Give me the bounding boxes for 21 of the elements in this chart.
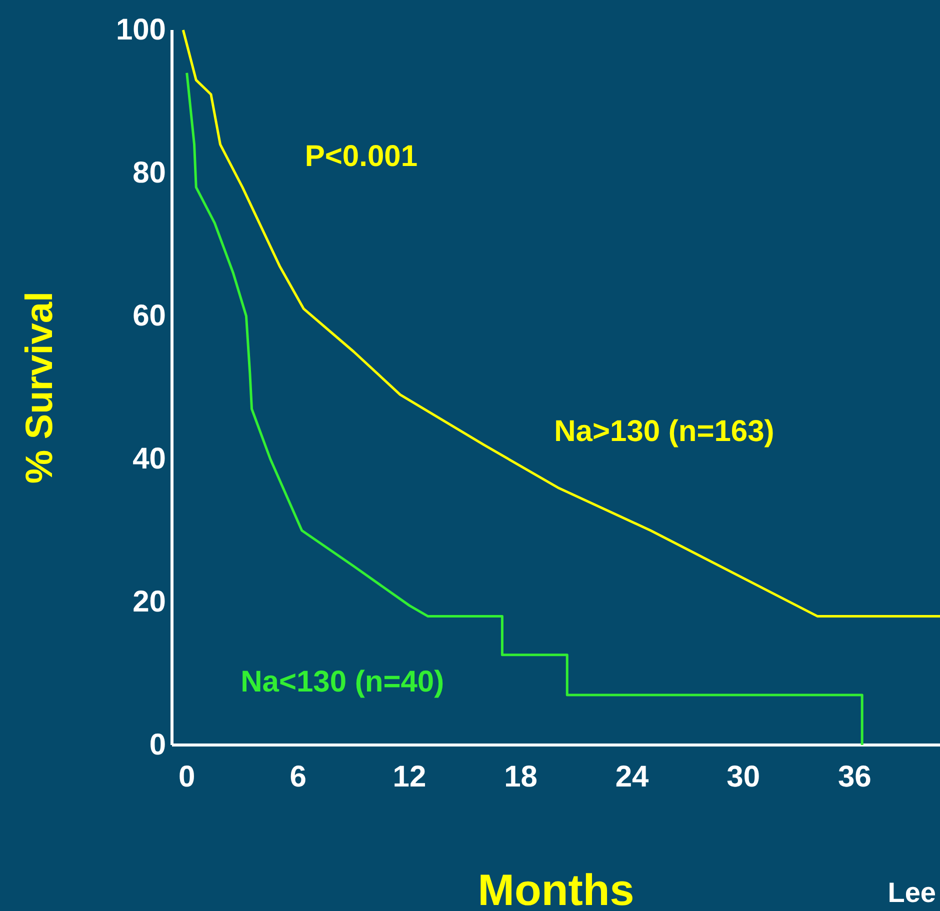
x-tick-label: 18 bbox=[504, 760, 538, 794]
x-axis-title: Months bbox=[478, 866, 634, 911]
y-tick-label: 0 bbox=[149, 728, 166, 762]
y-tick-label: 40 bbox=[132, 442, 166, 476]
x-tick-label: 6 bbox=[290, 760, 306, 794]
y-tick-label: 100 bbox=[116, 14, 166, 47]
x-tick-label: 24 bbox=[615, 760, 650, 794]
x-tick-label: 12 bbox=[392, 760, 426, 794]
x-tick-label: 36 bbox=[838, 760, 872, 794]
line-series bbox=[186, 72, 864, 746]
y-tick-label: 80 bbox=[132, 156, 166, 190]
annotation: P<0.001 bbox=[304, 140, 418, 173]
y-tick-label: 20 bbox=[132, 586, 166, 619]
x-tick-label: 0 bbox=[178, 760, 196, 794]
series-label: Na>130 (n=163) bbox=[554, 415, 774, 448]
y-tick-label: 60 bbox=[132, 300, 166, 333]
series-label: Na<130 (n=40) bbox=[240, 665, 444, 698]
y-axis-title: % Survival bbox=[19, 291, 61, 484]
text: Lee bbox=[888, 877, 936, 908]
line-series bbox=[182, 28, 940, 618]
x-tick-label: 30 bbox=[726, 760, 760, 794]
